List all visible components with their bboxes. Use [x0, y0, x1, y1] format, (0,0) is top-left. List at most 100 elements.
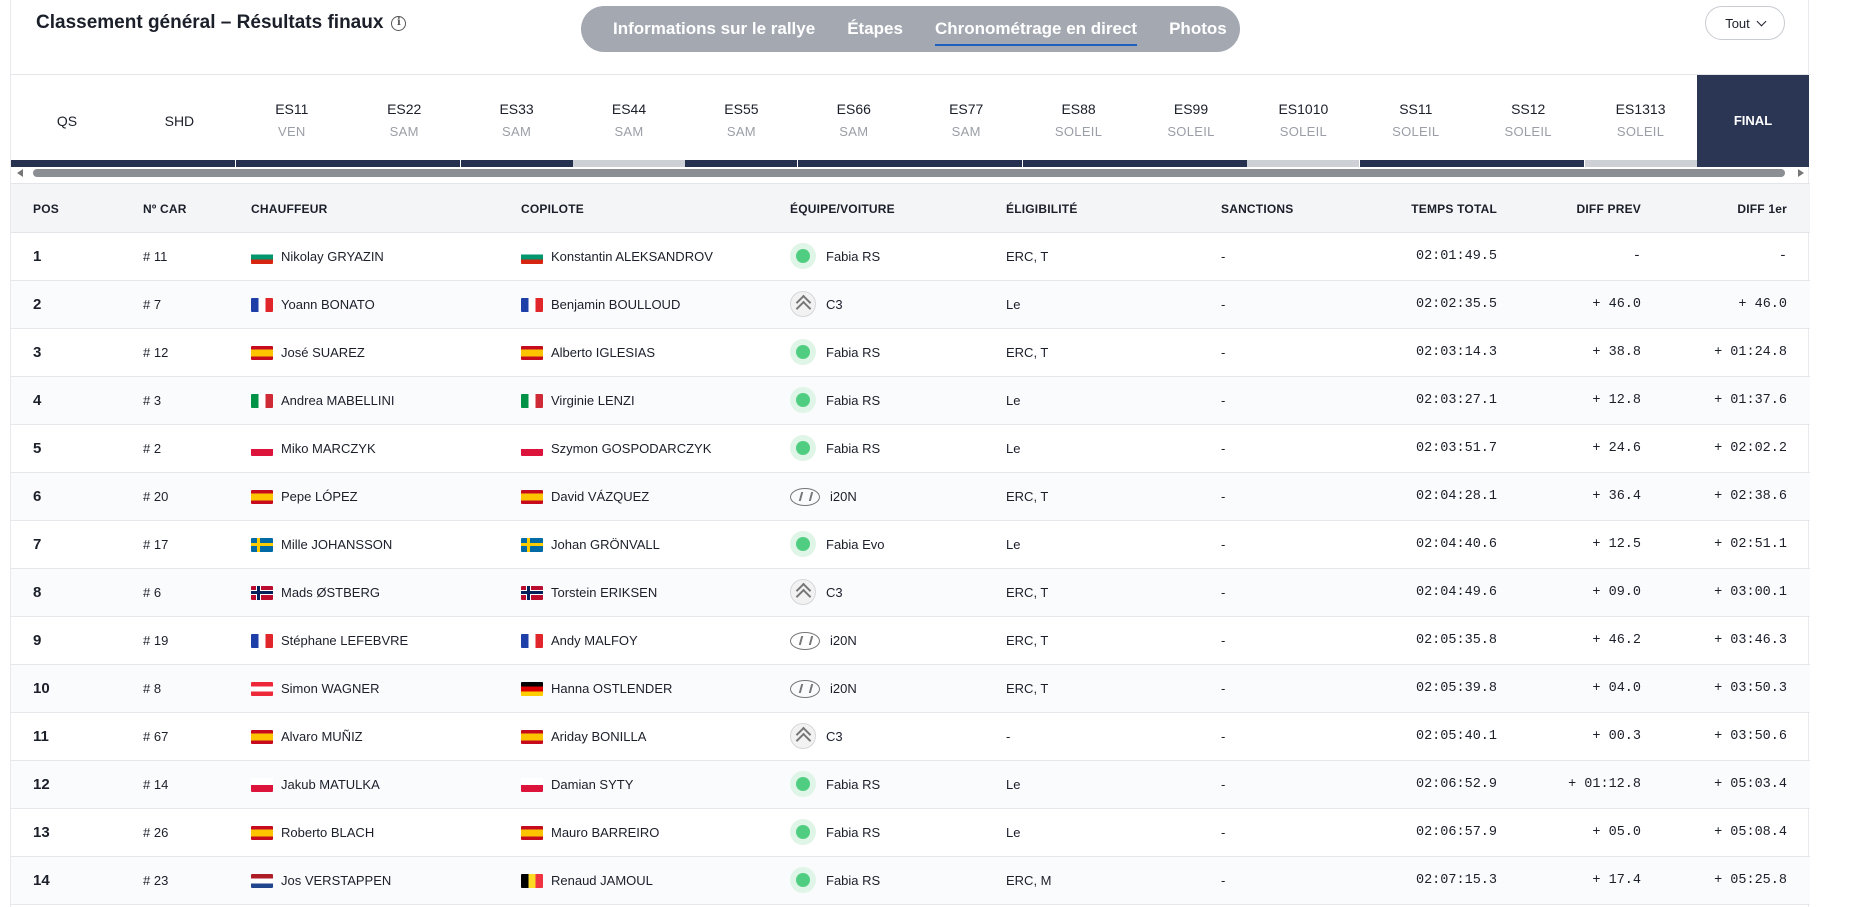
driver-cell[interactable]: Jakub MATULKA: [251, 761, 380, 809]
codriver-cell[interactable]: Torstein ERIKSEN: [521, 569, 657, 617]
codriver-cell[interactable]: Szymon GOSPODARCZYK: [521, 425, 711, 473]
col-diff-prev[interactable]: DIFF PREV: [1576, 202, 1641, 216]
col-codriver[interactable]: COPILOTE: [521, 202, 584, 216]
driver-name: José SUAREZ: [281, 345, 365, 360]
driver-cell[interactable]: Mads ØSTBERG: [251, 569, 380, 617]
stage-status-bar: [1022, 160, 1135, 167]
diff-first: + 05:03.4: [1714, 777, 1787, 792]
flag-pl-icon: [251, 441, 273, 456]
class-filter-select[interactable]: Tout: [1705, 6, 1785, 40]
diff-first: + 05:25.8: [1714, 873, 1787, 888]
scroll-right-arrow-icon[interactable]: [1798, 169, 1804, 177]
codriver-cell[interactable]: Johan GRÖNVALL: [521, 521, 660, 569]
stage-ss11[interactable]: SS11 SOLEIL: [1359, 75, 1472, 167]
eligibility: ERC, T: [1006, 489, 1049, 504]
penalties: -: [1221, 489, 1226, 504]
scroll-left-arrow-icon[interactable]: [17, 169, 23, 177]
table-row[interactable]: 3 # 12 José SUAREZ Alberto IGLESIAS Fabia RS…: [11, 329, 1810, 377]
skoda-logo-icon: [790, 867, 816, 894]
stage-name: ES33: [499, 101, 534, 117]
codriver-cell[interactable]: Andy MALFOY: [521, 617, 638, 665]
stage-es99[interactable]: ES99 SOLEIL: [1135, 75, 1247, 167]
car-model: C3: [826, 297, 843, 312]
col-car-number[interactable]: Nº CAR: [143, 202, 187, 216]
col-pos[interactable]: POS: [33, 202, 59, 216]
codriver-cell[interactable]: Damian SYTY: [521, 761, 633, 809]
position: 10: [33, 680, 50, 697]
col-penalties[interactable]: SANCTIONS: [1221, 202, 1294, 216]
stage-es44[interactable]: ES44 SAM: [573, 75, 685, 167]
driver-cell[interactable]: Andrea MABELLINI: [251, 377, 394, 425]
table-row[interactable]: 8 # 6 Mads ØSTBERG Torstein ERIKSEN C3 ERC, T…: [11, 569, 1810, 617]
codriver-name: David VÁZQUEZ: [551, 489, 650, 504]
driver-cell[interactable]: José SUAREZ: [251, 329, 365, 377]
flag-es-icon: [521, 729, 543, 744]
stage-ss12[interactable]: SS12 SOLEIL: [1472, 75, 1585, 167]
stage-es22[interactable]: ES22 SAM: [348, 75, 461, 167]
table-row[interactable]: 12 # 14 Jakub MATULKA Damian SYTY Fabia RS Le…: [11, 761, 1810, 809]
stage-es66[interactable]: ES66 SAM: [797, 75, 910, 167]
table-row[interactable]: 2 # 7 Yoann BONATO Benjamin BOULLOUD C3 Le - 02…: [11, 281, 1810, 329]
table-row[interactable]: 9 # 19 Stéphane LEFEBVRE Andy MALFOY i20N ERC…: [11, 617, 1810, 665]
nav-tab-2[interactable]: Chronométrage en direct: [934, 6, 1138, 52]
col-team-car[interactable]: ÉQUIPE/VOITURE: [790, 202, 895, 216]
info-icon[interactable]: i: [391, 15, 407, 31]
citroen-logo-icon: [790, 579, 816, 606]
scrollbar-thumb[interactable]: [33, 169, 1785, 177]
driver-cell[interactable]: Mille JOHANSSON: [251, 521, 392, 569]
driver-cell[interactable]: Miko MARCZYK: [251, 425, 376, 473]
codriver-cell[interactable]: Mauro BARREIRO: [521, 809, 659, 857]
driver-cell[interactable]: Alvaro MUÑIZ: [251, 713, 363, 761]
col-total-time[interactable]: TEMPS TOTAL: [1411, 202, 1497, 216]
table-row[interactable]: 11 # 67 Alvaro MUÑIZ Ariday BONILLA C3 - - 02:0…: [11, 713, 1810, 761]
col-diff-first[interactable]: DIFF 1er: [1737, 202, 1787, 216]
col-eligibility[interactable]: ÉLIGIBILITÉ: [1006, 202, 1078, 216]
nav-tab-3[interactable]: Photos: [1169, 19, 1227, 38]
driver-cell[interactable]: Stéphane LEFEBVRE: [251, 617, 408, 665]
col-driver[interactable]: CHAUFFEUR: [251, 202, 328, 216]
codriver-cell[interactable]: Renaud JAMOUL: [521, 857, 653, 905]
driver-cell[interactable]: Simon WAGNER: [251, 665, 379, 713]
table-row[interactable]: 7 # 17 Mille JOHANSSON Johan GRÖNVALL Fabia …: [11, 521, 1810, 569]
team-car-cell: Fabia RS: [790, 377, 880, 425]
stage-es1010[interactable]: ES1010 SOLEIL: [1247, 75, 1360, 167]
car-model: Fabia RS: [826, 441, 881, 456]
stage-qs[interactable]: QS: [11, 75, 123, 167]
codriver-cell[interactable]: Hanna OSTLENDER: [521, 665, 672, 713]
codriver-cell[interactable]: Alberto IGLESIAS: [521, 329, 655, 377]
driver-cell[interactable]: Nikolay GRYAZIN: [251, 233, 384, 281]
nav-tab-1[interactable]: Étapes: [847, 19, 903, 38]
driver-cell[interactable]: Roberto BLACH: [251, 809, 374, 857]
flag-pl-icon: [521, 441, 543, 456]
table-row[interactable]: 1 # 11 Nikolay GRYAZIN Konstantin ALEKSANDR…: [11, 233, 1810, 281]
codriver-cell[interactable]: David VÁZQUEZ: [521, 473, 649, 521]
stage-name: SHD: [164, 113, 195, 129]
table-row[interactable]: 4 # 3 Andrea MABELLINI Virginie LENZI Fabia …: [11, 377, 1810, 425]
driver-cell[interactable]: Yoann BONATO: [251, 281, 375, 329]
table-row[interactable]: 5 # 2 Miko MARCZYK Szymon GOSPODARCZYK Fabia…: [11, 425, 1810, 473]
stage-es88[interactable]: ES88 SOLEIL: [1022, 75, 1135, 167]
driver-name: Jakub MATULKA: [281, 777, 380, 792]
table-row[interactable]: 6 # 20 Pepe LÓPEZ David VÁZQUEZ i20N ERC, T - 0…: [11, 473, 1810, 521]
driver-cell[interactable]: Jos VERSTAPPEN: [251, 857, 391, 905]
codriver-cell[interactable]: Ariday BONILLA: [521, 713, 646, 761]
stage-shd[interactable]: SHD: [123, 75, 236, 167]
codriver-cell[interactable]: Virginie LENZI: [521, 377, 635, 425]
horizontal-scrollbar[interactable]: [11, 166, 1810, 180]
table-row[interactable]: 14 # 23 Jos VERSTAPPEN Renaud JAMOUL Fabia R…: [11, 857, 1810, 905]
nav-tab-0[interactable]: Informations sur le rallye: [613, 19, 816, 38]
stage-es1313[interactable]: ES1313 SOLEIL: [1584, 75, 1697, 167]
codriver-cell[interactable]: Konstantin ALEKSANDROV: [521, 233, 713, 281]
codriver-cell[interactable]: Benjamin BOULLOUD: [521, 281, 680, 329]
stage-es33[interactable]: ES33 SAM: [460, 75, 573, 167]
table-row[interactable]: 13 # 26 Roberto BLACH Mauro BARREIRO Fabia R…: [11, 809, 1810, 857]
stage-es11[interactable]: ES11 VEN: [235, 75, 348, 167]
table-row[interactable]: 10 # 8 Simon WAGNER Hanna OSTLENDER i20N ERC,…: [11, 665, 1810, 713]
penalties: -: [1221, 633, 1226, 648]
driver-cell[interactable]: Pepe LÓPEZ: [251, 473, 358, 521]
stage-es55[interactable]: ES55 SAM: [685, 75, 798, 167]
flag-fr-icon: [251, 297, 273, 312]
stage-final[interactable]: FINAL: [1697, 75, 1809, 167]
flag-pl-icon: [251, 777, 273, 792]
stage-es77[interactable]: ES77 SAM: [910, 75, 1023, 167]
